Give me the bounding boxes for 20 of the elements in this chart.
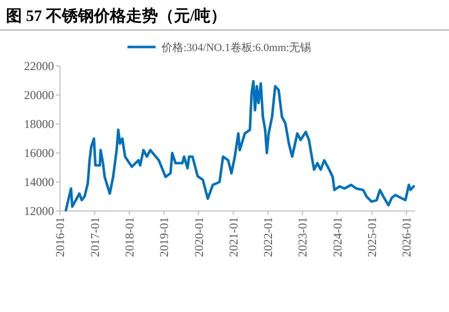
x-tick-label: 2018-01 xyxy=(122,217,137,257)
x-tick-label: 2016-01 xyxy=(53,217,68,257)
x-tick-label: 2024-01 xyxy=(330,217,344,257)
legend-label: 价格:304/NO.1卷板:6.0mm:无锡 xyxy=(160,42,312,54)
x-tick-label: 2023-01 xyxy=(296,217,310,257)
x-tick-label: 2017-01 xyxy=(88,217,102,257)
x-tick-label: 2025-01 xyxy=(365,217,380,257)
chart-title: 图 57 不锈钢价格走势（元/吨） xyxy=(6,7,226,25)
x-tick-label: 2019-01 xyxy=(157,217,172,257)
x-tick-label: 2021-01 xyxy=(226,217,240,257)
x-tick-label: 2022-01 xyxy=(261,217,276,257)
y-tick-label: 18000 xyxy=(24,117,54,132)
x-tick-label: 2026-01 xyxy=(400,217,414,257)
x-tick-label: 2020-01 xyxy=(192,217,206,257)
y-tick-label: 12000 xyxy=(24,204,54,218)
y-tick-label: 22000 xyxy=(24,59,54,74)
line-series xyxy=(64,80,415,212)
y-tick-label: 20000 xyxy=(24,88,54,102)
y-tick-label: 16000 xyxy=(24,146,54,160)
y-tick-label: 14000 xyxy=(24,175,54,190)
